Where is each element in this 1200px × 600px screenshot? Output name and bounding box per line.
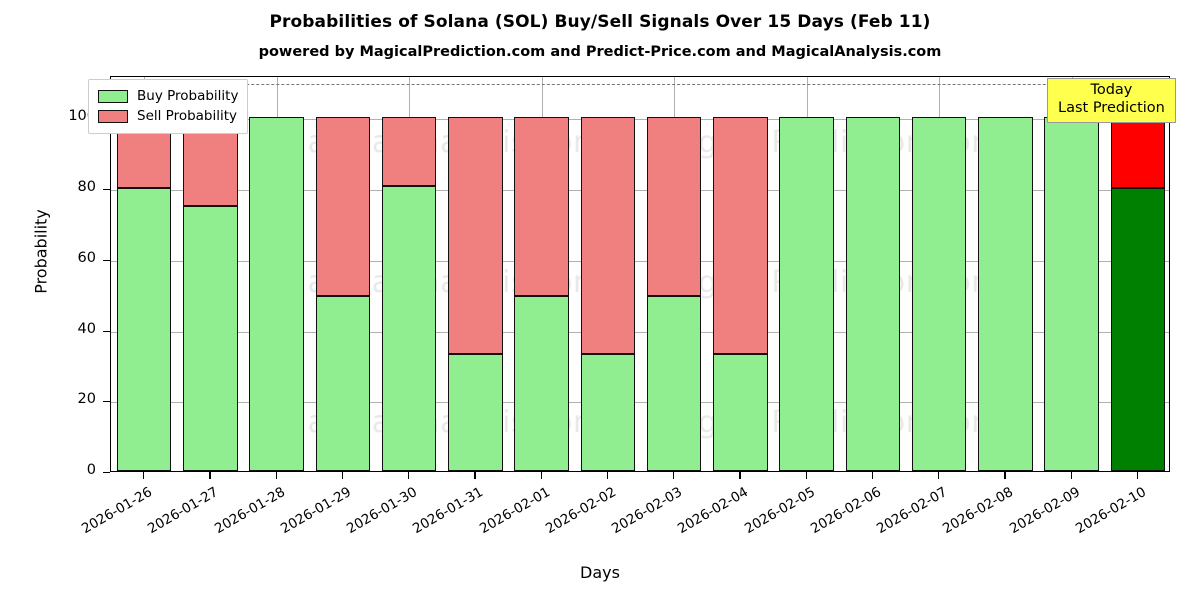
bar-segment-buy[interactable] <box>249 117 304 471</box>
bar-segment-sell[interactable] <box>1110 117 1166 189</box>
chart-subtitle: powered by MagicalPrediction.com and Pre… <box>258 44 942 60</box>
bar-segment-buy[interactable] <box>911 117 967 471</box>
y-axis-tick-mark <box>103 401 110 403</box>
x-axis-tick-mark <box>540 472 542 479</box>
y-axis-tick-mark <box>103 472 110 474</box>
gridline <box>111 331 1169 333</box>
legend-item-label: Buy Probability <box>137 88 239 104</box>
y-axis-tick-label: 20 <box>77 391 96 408</box>
threshold-dashed-line <box>111 84 1169 86</box>
bar-segment-sell[interactable] <box>646 117 702 296</box>
bar-group[interactable] <box>779 77 834 471</box>
x-axis-tick-mark <box>1004 472 1006 479</box>
bar-group[interactable] <box>315 77 371 471</box>
y-axis-tick-label: 40 <box>77 320 96 337</box>
legend-item[interactable]: Buy Probability <box>98 86 238 106</box>
bar-segment-buy[interactable] <box>315 295 371 471</box>
gridline <box>111 260 1169 262</box>
y-axis-tick-mark <box>103 259 110 262</box>
legend-item[interactable]: Sell Probability <box>98 106 238 126</box>
bar-group[interactable] <box>1110 77 1166 471</box>
x-axis-tick-mark <box>1136 472 1139 479</box>
legend-swatch-icon <box>98 109 128 123</box>
x-axis-tick-mark <box>341 472 344 479</box>
bar-group[interactable] <box>448 77 503 471</box>
bar-segment-buy[interactable] <box>580 354 636 471</box>
x-axis-label: Days <box>580 563 620 582</box>
bar-segment-buy[interactable] <box>514 295 569 471</box>
x-axis-tick-mark <box>408 472 410 479</box>
y-axis-tick-label: 0 <box>86 462 96 478</box>
bar-segment-buy[interactable] <box>183 205 238 471</box>
x-axis-tick-mark <box>606 472 609 479</box>
bar-segment-sell[interactable] <box>315 117 371 296</box>
bar-group[interactable] <box>978 77 1033 471</box>
bar-segment-buy[interactable] <box>448 354 503 471</box>
bar-group[interactable] <box>249 77 304 471</box>
bar-segment-sell[interactable] <box>448 117 503 355</box>
x-axis-tick-mark <box>143 472 145 479</box>
bar-segment-sell[interactable] <box>514 117 569 296</box>
x-axis-tick-mark <box>275 472 277 479</box>
legend-swatch-icon <box>98 89 128 103</box>
today-label-line2: Last Prediction <box>1058 99 1165 116</box>
bar-segment-buy[interactable] <box>1044 117 1099 471</box>
bar-segment-sell[interactable] <box>580 117 636 355</box>
y-axis-label: Probability <box>31 209 51 294</box>
x-axis-tick-mark <box>805 472 807 479</box>
gridline <box>111 190 1169 192</box>
bar-segment-sell[interactable] <box>713 117 768 355</box>
bar-group[interactable] <box>514 77 569 471</box>
today-annotation: Today Last Prediction <box>1047 78 1176 124</box>
gridline <box>111 402 1169 404</box>
plot-inner: MagicalAnalysis.com MagicalPrediction.co… <box>111 77 1169 471</box>
bar-segment-buy[interactable] <box>1110 188 1166 471</box>
bar-segment-buy[interactable] <box>713 354 768 471</box>
bar-group[interactable] <box>845 77 901 471</box>
x-axis-tick-mark <box>739 472 741 479</box>
bar-segment-buy[interactable] <box>116 188 172 471</box>
x-axis-tick-mark <box>871 472 874 479</box>
x-axis-tick-mark <box>1070 472 1072 479</box>
legend-item-label: Sell Probability <box>137 108 238 124</box>
bar-group[interactable] <box>911 77 967 471</box>
bar-segment-buy[interactable] <box>845 117 901 471</box>
bar-group[interactable] <box>116 77 172 471</box>
legend: Buy Probability Sell Probability <box>88 79 249 134</box>
bar-group[interactable] <box>713 77 768 471</box>
bar-group[interactable] <box>580 77 636 471</box>
page-title: Probabilities of Solana (SOL) Buy/Sell S… <box>269 12 931 32</box>
x-axis-tick-mark <box>209 472 211 479</box>
bar-segment-buy[interactable] <box>381 186 437 471</box>
today-label-line1: Today <box>1090 82 1133 98</box>
bar-group[interactable] <box>646 77 702 471</box>
bar-segment-buy[interactable] <box>779 117 834 471</box>
gridline <box>111 119 1169 121</box>
bar-group[interactable] <box>381 77 437 471</box>
bar-group[interactable] <box>183 77 238 471</box>
y-axis-tick-label: 100 <box>68 108 96 125</box>
bar-segment-buy[interactable] <box>646 295 702 471</box>
bar-segment-buy[interactable] <box>978 117 1033 471</box>
bar-segment-sell[interactable] <box>381 117 437 187</box>
bar-group[interactable] <box>1044 77 1099 471</box>
y-axis-tick-label: 80 <box>77 179 96 196</box>
y-axis-tick-label: 60 <box>77 249 96 266</box>
x-axis-tick-mark <box>938 472 940 479</box>
y-axis-tick-mark <box>103 330 110 332</box>
y-axis-tick-mark <box>103 189 110 191</box>
x-axis-tick-mark <box>673 472 675 479</box>
x-axis-tick-mark <box>474 472 476 479</box>
plot-area: MagicalAnalysis.com MagicalPrediction.co… <box>110 76 1170 472</box>
